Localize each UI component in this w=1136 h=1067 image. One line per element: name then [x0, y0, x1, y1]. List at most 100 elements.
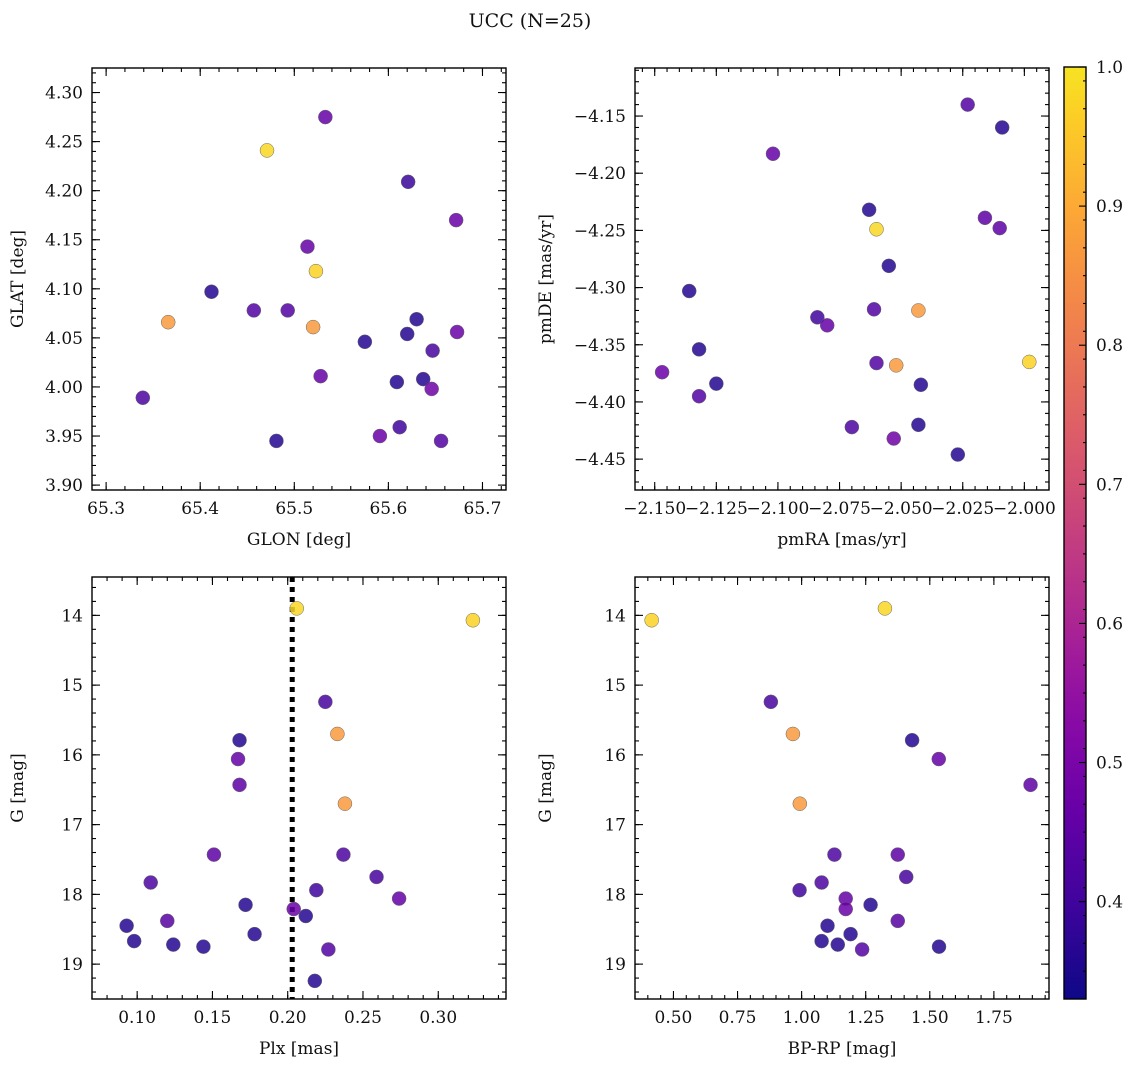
y-tick-label: 4.10 — [45, 280, 83, 300]
data-point — [433, 433, 449, 449]
colorbar-tick-label: 0.6 — [1096, 614, 1123, 634]
data-point — [238, 897, 253, 913]
data-point — [992, 220, 1007, 236]
data-point — [337, 796, 353, 811]
data-point — [318, 694, 333, 710]
x-tick-label: 65.4 — [181, 499, 219, 519]
x-tick-label: 0.15 — [194, 1008, 232, 1028]
data-point — [166, 937, 181, 952]
x-tick-label: 0.75 — [719, 1008, 757, 1028]
data-point — [977, 210, 993, 226]
data-point — [819, 318, 835, 333]
colorbar-tick-label: 1.0 — [1096, 58, 1123, 78]
data-point — [286, 901, 301, 917]
y-tick-label: 17 — [61, 816, 83, 836]
data-point — [681, 283, 697, 299]
data-point — [820, 918, 835, 934]
x-tick-label: 65.7 — [464, 499, 502, 519]
data-point — [143, 875, 158, 890]
y-tick-label: 4.25 — [45, 133, 83, 153]
data-point — [300, 239, 315, 254]
y-axis-label: G [mag] — [8, 753, 28, 822]
data-point — [863, 897, 878, 913]
y-tick-label: 19 — [604, 955, 626, 975]
x-tick-label: 0.10 — [118, 1008, 156, 1028]
data-point — [691, 388, 707, 404]
x-tick-label: 1.75 — [975, 1008, 1013, 1028]
x-tick-label: 0.25 — [344, 1008, 382, 1028]
data-point — [785, 726, 801, 742]
data-point — [792, 882, 807, 898]
data-point — [994, 120, 1010, 135]
data-point — [691, 342, 707, 357]
data-point — [232, 732, 247, 748]
data-point — [372, 428, 388, 444]
data-point — [888, 358, 904, 373]
colorbar-tick-label: 0.4 — [1096, 893, 1123, 913]
data-point — [409, 311, 424, 327]
axes-frame — [91, 67, 507, 491]
data-point — [308, 263, 324, 279]
data-point — [877, 601, 893, 616]
data-point — [230, 751, 246, 767]
data-point — [336, 847, 351, 862]
data-point — [854, 942, 870, 957]
data-point — [330, 726, 345, 742]
minor-ticks — [91, 577, 506, 999]
data-point — [911, 417, 926, 433]
x-tick-label: −2.025 — [931, 499, 994, 519]
data-point — [298, 908, 314, 924]
data-point — [448, 212, 464, 228]
data-point — [881, 258, 897, 274]
data-point — [654, 364, 670, 380]
data-point — [318, 109, 333, 125]
data-point — [1022, 354, 1037, 370]
data-point — [950, 447, 966, 462]
axes-frame — [634, 67, 1050, 491]
data-point — [960, 97, 975, 112]
data-point — [465, 612, 481, 628]
data-point — [400, 174, 416, 190]
data-point — [644, 612, 659, 628]
y-tick-label: −4.25 — [574, 221, 626, 241]
data-point — [305, 319, 321, 335]
y-tick-label: 15 — [61, 676, 83, 696]
data-point — [931, 751, 947, 767]
x-tick-label: 1.00 — [783, 1008, 821, 1028]
data-point — [830, 937, 846, 952]
y-tick-label: −4.15 — [574, 107, 626, 127]
data-point — [424, 381, 439, 397]
data-point — [763, 694, 779, 710]
y-axis-label: G [mag] — [536, 753, 556, 822]
colorbar: 0.4 0.5 0.6 0.7 0.8 0.9 1.0 — [1063, 58, 1123, 1000]
data-point — [827, 847, 842, 862]
y-tick-label: 18 — [604, 885, 626, 905]
minor-ticks — [634, 577, 1049, 999]
colorbar-frame — [1063, 66, 1087, 1000]
data-point — [765, 146, 781, 162]
x-tick-label: 65.6 — [369, 499, 407, 519]
colorbar-tick-label: 0.9 — [1096, 197, 1123, 217]
x-tick-label: −2.125 — [685, 499, 748, 519]
axes-frame — [634, 576, 1050, 1000]
data-point — [911, 303, 926, 318]
data-point — [838, 901, 853, 917]
data-point — [269, 433, 284, 449]
data-point — [204, 284, 219, 300]
x-tick-label: −2.000 — [993, 499, 1056, 519]
data-point — [449, 324, 465, 340]
y-tick-label: 16 — [61, 746, 83, 766]
y-tick-label: 4.15 — [45, 231, 83, 251]
minor-ticks — [92, 68, 506, 490]
x-tick-label: 0.30 — [419, 1008, 457, 1028]
y-tick-label: 3.90 — [45, 476, 83, 496]
y-tick-label: −4.35 — [574, 336, 626, 356]
data-point — [904, 732, 920, 748]
y-axis-label: pmDE [mas/yr] — [536, 214, 556, 344]
y-tick-label: 18 — [61, 885, 83, 905]
y-tick-label: 14 — [604, 606, 626, 626]
data-point — [369, 869, 384, 885]
data-point — [890, 913, 906, 929]
y-tick-label: −4.30 — [574, 279, 626, 299]
